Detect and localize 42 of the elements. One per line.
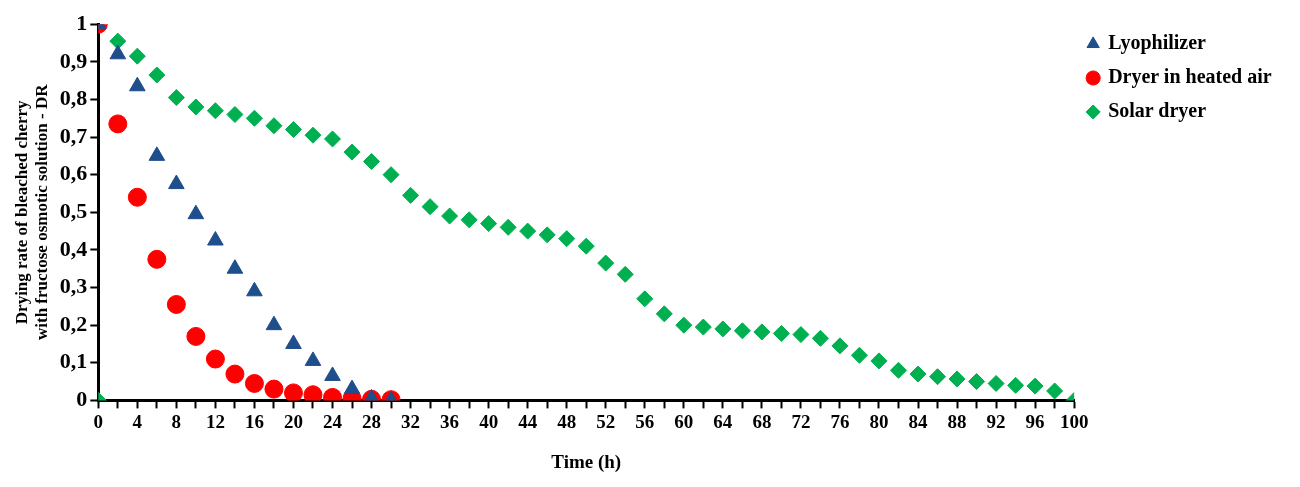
y-tick-label: 0,4 (59, 235, 88, 261)
x-tick-label: 92 (986, 410, 1006, 432)
y-tick-label: 0,8 (59, 85, 88, 111)
y-tick-label: 0,5 (59, 197, 88, 223)
x-tick-label: 68 (752, 410, 772, 432)
x-tick-label: 24 (323, 410, 343, 432)
legend-label: Lyophilizer (1108, 31, 1207, 55)
y-tick-label: 1 (76, 9, 88, 35)
y-tick-label: 0,1 (59, 348, 88, 374)
x-tick-label: 44 (518, 410, 538, 432)
x-tick-label: 88 (947, 410, 967, 432)
x-tick-label: 52 (596, 410, 616, 432)
x-tick-label: 48 (557, 410, 577, 432)
y-tick-label: 0,9 (59, 47, 88, 73)
y-axis-title: Drying rate of bleached cherry with fructose osmotic solution - DR (11, 83, 51, 341)
x-tick-label: 16 (244, 410, 264, 432)
y-tick-label: 0,2 (59, 310, 88, 336)
x-tick-label: 32 (401, 410, 421, 432)
x-tick-label: 80 (869, 410, 889, 432)
x-tick-label: 56 (635, 410, 655, 432)
x-tick-label: 100 (1059, 410, 1089, 432)
x-tick-label: 0 (93, 410, 104, 432)
x-tick-label: 8 (171, 410, 182, 432)
x-tick-label: 40 (479, 410, 499, 432)
y-tick-label: 0 (76, 386, 88, 412)
x-tick-label: 20 (283, 410, 303, 432)
x-tick-label: 96 (1025, 410, 1045, 432)
x-tick-label: 60 (674, 410, 694, 432)
x-tick-label: 36 (440, 410, 460, 432)
x-tick-label: 84 (908, 410, 929, 432)
y-tick-label: 0,3 (59, 273, 88, 299)
x-tick-label: 12 (205, 410, 225, 432)
x-tick-label: 76 (830, 410, 850, 432)
x-tick-label: 72 (791, 410, 811, 432)
legend-label: Solar dryer (1108, 99, 1207, 123)
y-tick-label: 0,6 (59, 160, 88, 186)
x-tick-label: 28 (362, 410, 382, 432)
legend-label: Dryer in heated air (1108, 65, 1272, 89)
x-tick-label: 4 (132, 410, 143, 432)
y-tick-label: 0,7 (59, 122, 88, 148)
x-tick-label: 64 (713, 410, 733, 432)
x-axis-title: Time (h) (551, 450, 622, 473)
